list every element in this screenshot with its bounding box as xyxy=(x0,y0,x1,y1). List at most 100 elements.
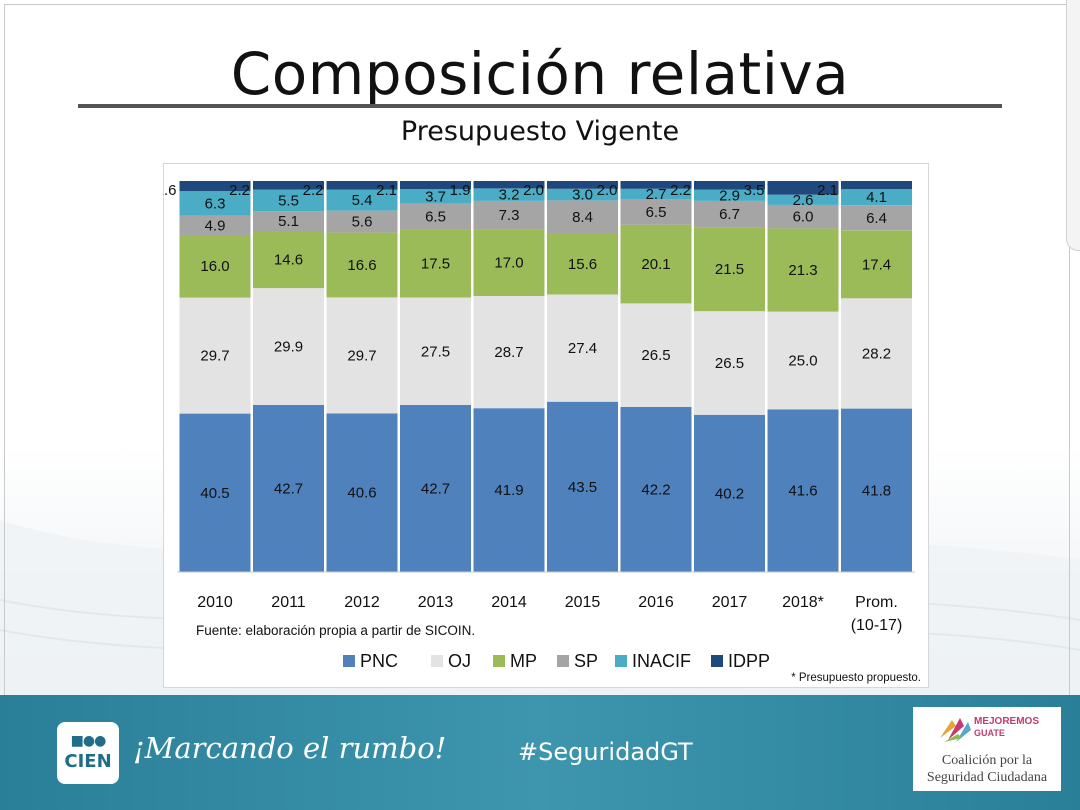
data-label-inacif-9: 4.1 xyxy=(866,189,887,206)
bar-pnc-8 xyxy=(767,409,839,572)
bar-inacif-3 xyxy=(400,189,471,204)
x-tick-label-5: 2015 xyxy=(565,594,601,611)
data-label-idpp-9: 2.1 xyxy=(817,182,838,199)
bar-sp-3 xyxy=(400,203,471,230)
data-label-pnc-7: 40.2 xyxy=(715,485,744,502)
bar-idpp-2 xyxy=(326,181,398,190)
cien-logo-text: CIEN xyxy=(64,751,112,772)
bar-mp-0 xyxy=(179,235,251,298)
data-label-sp-9: 6.4 xyxy=(866,210,887,227)
stacked-bar-chart: 40.529.716.04.96.32.642.729.914.65.15.52… xyxy=(163,181,921,684)
bar-oj-7 xyxy=(694,311,765,415)
data-label-pnc-3: 42.7 xyxy=(421,481,450,498)
x-tick-label-0: 2010 xyxy=(197,594,233,611)
bar-idpp-3 xyxy=(400,181,471,190)
legend-label-pnc: PNC xyxy=(360,651,398,671)
data-label-oj-3: 27.5 xyxy=(421,343,450,360)
x-tick-labels: 2010 2011 2012 2013 2014 2015 2016 2017 2018* Pro… xyxy=(197,594,902,634)
data-label-sp-7: 6.7 xyxy=(719,206,740,223)
bar-sp-1 xyxy=(253,211,324,231)
bar-mp-7 xyxy=(694,227,765,312)
data-label-inacif-1: 5.5 xyxy=(278,192,299,209)
bar-sp-2 xyxy=(326,210,398,233)
partner-name-line1: Coalición por la xyxy=(941,753,1033,768)
title-divider xyxy=(78,104,1002,108)
x-tick-label-3: 2013 xyxy=(418,594,454,611)
data-label-oj-7: 26.5 xyxy=(715,355,744,372)
partner-brand-line1: MEJOREMOS xyxy=(974,716,1040,727)
bar-pnc-6 xyxy=(620,407,692,572)
data-label-sp-3: 6.5 xyxy=(425,208,446,225)
partner-logo: MEJOREMOS GUATE Coalición por la Segurid… xyxy=(913,707,1061,791)
bar-inacif-4 xyxy=(473,188,545,201)
bar-sp-7 xyxy=(694,200,765,228)
data-label-sp-6: 6.5 xyxy=(646,204,667,221)
data-label-oj-5: 27.4 xyxy=(568,340,597,357)
data-label-mp-7: 21.5 xyxy=(715,261,744,278)
bar-oj-6 xyxy=(620,303,692,407)
data-label-pnc-4: 41.9 xyxy=(494,482,523,499)
data-label-sp-5: 8.4 xyxy=(572,209,593,226)
data-label-idpp-8: 3.5 xyxy=(744,182,765,199)
bar-inacif-2 xyxy=(326,189,398,211)
bar-oj-1 xyxy=(253,288,324,405)
bar-oj-4 xyxy=(473,296,545,409)
data-label-idpp-1: 2.2 xyxy=(229,182,250,199)
legend-label-inacif: INACIF xyxy=(632,651,691,671)
data-label-oj-2: 29.7 xyxy=(347,347,376,364)
x-tick-sublabel-9: (10-17) xyxy=(851,617,903,634)
data-label-inacif-5: 3.0 xyxy=(572,187,593,204)
data-label-mp-4: 17.0 xyxy=(494,255,523,272)
bar-idpp-1 xyxy=(253,181,324,190)
legend-label-idpp: IDPP xyxy=(728,651,770,671)
bar-oj-3 xyxy=(400,297,471,405)
data-label-oj-9: 28.2 xyxy=(862,345,891,362)
data-label-pnc-1: 42.7 xyxy=(274,481,303,498)
data-label-idpp-5: 2.0 xyxy=(523,182,544,199)
slide-subtitle: Presupuesto Vigente xyxy=(400,116,680,147)
data-label-idpp-7: 2.2 xyxy=(670,182,691,199)
bar-idpp-8 xyxy=(767,181,839,195)
bar-inacif-6 xyxy=(620,188,692,200)
bar-sp-6 xyxy=(620,199,692,225)
bar-mp-4 xyxy=(473,229,545,296)
x-tick-label-1: 2011 xyxy=(271,594,306,611)
data-label-idpp-3: 2.1 xyxy=(376,182,397,199)
footer-band xyxy=(0,695,1080,810)
bar-inacif-9 xyxy=(841,189,912,206)
data-label-mp-1: 14.6 xyxy=(274,252,303,269)
data-label-inacif-4: 3.2 xyxy=(499,187,520,204)
bar-oj-2 xyxy=(326,297,398,414)
cien-logo: ■●● CIEN xyxy=(57,722,119,784)
legend-swatch-idpp xyxy=(711,655,723,667)
legend-label-sp: SP xyxy=(574,651,598,671)
bar-mp-2 xyxy=(326,232,398,298)
partner-name-line2: Seguridad Ciudadana xyxy=(926,770,1048,785)
cien-logo-mark: ■●● xyxy=(70,733,107,749)
partner-brand-line2: GUATE xyxy=(974,728,1005,738)
bar-pnc-7 xyxy=(694,414,765,572)
data-label-pnc-9: 41.8 xyxy=(862,482,891,499)
data-label-sp-8: 6.0 xyxy=(793,209,814,226)
bar-inacif-7 xyxy=(694,189,765,201)
source-note: Fuente: elaboración propia a partir de S… xyxy=(196,623,475,638)
data-label-inacif-0: 6.3 xyxy=(205,196,226,213)
bar-sp-5 xyxy=(547,200,618,234)
x-tick-label-6: 2016 xyxy=(638,594,674,611)
data-label-pnc-5: 43.5 xyxy=(568,479,597,496)
bar-idpp-5 xyxy=(547,181,618,189)
bar-inacif-8 xyxy=(767,194,839,205)
data-label-mp-0: 16.0 xyxy=(200,258,229,275)
bar-oj-8 xyxy=(767,311,839,410)
data-label-sp-2: 5.6 xyxy=(352,214,373,231)
data-label-pnc-0: 40.5 xyxy=(200,485,229,502)
bars-layer xyxy=(179,181,912,572)
bar-pnc-2 xyxy=(326,413,398,572)
data-label-mp-3: 17.5 xyxy=(421,255,450,272)
bar-mp-8 xyxy=(767,228,839,312)
bar-pnc-1 xyxy=(253,405,324,572)
bar-sp-8 xyxy=(767,204,839,229)
legend-swatch-pnc xyxy=(343,655,355,667)
bar-sp-9 xyxy=(841,205,912,231)
